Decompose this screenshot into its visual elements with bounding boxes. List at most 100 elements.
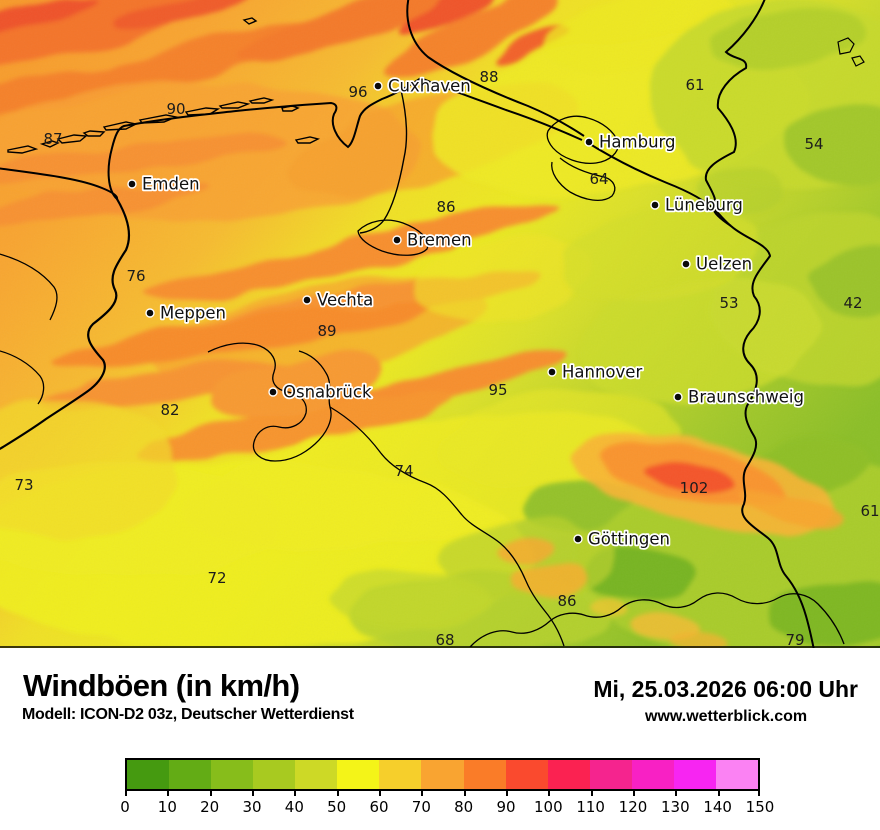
legend-color-cell [673,760,716,789]
gust-value-label: 89 [317,322,336,340]
legend-color-cell [715,760,758,789]
wind-gust-map: 87 90 96 88 61 54 64 86 76 53 42 89 95 82 74 73 102 72 86 6… [0,0,880,648]
city-marker: Bremen [392,229,473,251]
gust-value-label: 76 [126,267,145,285]
legend-tick-label: 150 [745,798,775,816]
legend-color-cell [379,760,422,789]
gust-value-label: 90 [166,100,185,118]
gust-value-label: 95 [488,381,507,399]
gust-value-label: 53 [719,294,738,312]
raster-grain-overlay [0,0,880,648]
legend-color-cell [253,760,296,789]
legend-tick-label: 110 [576,798,605,816]
city-marker: Hamburg [584,131,677,153]
legend-tick-mark [590,791,593,796]
city-label: Bremen [407,231,472,250]
legend-color-cell [631,760,674,789]
legend-tick-label: 120 [618,798,648,816]
gust-value-label: 68 [435,631,454,648]
legend-color-cell [127,760,170,789]
gust-value-label: 74 [394,462,413,480]
gust-value-label: 87 [43,130,62,148]
legend-tick-labels: 0 10 20 30 40 50 60 70 80 90 100 110 120 130 140 150 [120,791,774,817]
city-marker: Uelzen [681,253,754,275]
city-dot-icon [145,308,155,318]
legend-tick-label: 20 [200,798,220,816]
city-marker: Osnabrück [268,381,374,403]
city-marker: Braunschweig [673,386,806,408]
color-scale-legend: 0 10 20 30 40 50 60 70 80 90 100 110 120 130 140 150 [120,758,774,818]
legend-tick-label: 80 [454,798,474,816]
legend-tick-mark [758,791,760,796]
legend-tick-mark [717,791,720,796]
legend-color-cell [547,760,590,789]
legend-color-cell [421,760,464,789]
valid-datetime: Mi, 25.03.2026 06:00 Uhr [593,676,858,702]
city-marker: Emden [127,173,201,195]
legend-tick-mark [633,791,635,796]
city-marker: Hannover [547,361,644,383]
legend-color-bar [125,758,760,791]
city-label: Braunschweig [688,388,804,407]
legend-tick-label: 40 [284,798,304,816]
gust-value-label: 42 [843,294,862,312]
city-labels-layer: Cuxhaven Hamburg Emden Lüneburg Bremen Uelzen… [127,75,806,550]
city-dot-icon [584,137,594,147]
gust-value-label: 96 [348,83,367,101]
legend-tick-label: 130 [661,798,690,816]
map-title: Windböen (in km/h) [23,668,300,703]
legend-tick-label: 90 [496,798,516,816]
legend-tick-label: 60 [369,798,389,816]
map-canvas: 87 90 96 88 61 54 64 86 76 53 42 89 95 82 74 73 102 72 86 6… [0,0,880,648]
gust-value-label: 64 [589,170,608,188]
gust-values-layer: 87 90 96 88 61 54 64 86 76 53 42 89 95 82 74 73 102 72 86 6… [14,68,879,648]
gust-value-label: 86 [436,198,455,216]
legend-color-cell [337,760,380,789]
city-label: Uelzen [696,255,752,274]
gust-value-label: 82 [160,401,179,419]
city-dot-icon [268,387,278,397]
legend-tick-mark [252,791,254,796]
legend-tick-label: 50 [327,798,347,816]
city-dot-icon [681,259,691,269]
city-label: Göttingen [588,530,670,549]
city-dot-icon [673,392,683,402]
website-url: www.wetterblick.com [645,708,808,725]
gust-value-label: 73 [14,476,33,494]
legend-color-cell [211,760,254,789]
gust-value-label: 54 [804,135,823,153]
gust-value-label: 72 [207,569,226,587]
legend-tick-mark [463,791,466,796]
legend-tick-mark [421,791,424,796]
city-marker: Lüneburg [650,194,745,216]
city-marker: Vechta [302,289,375,311]
city-marker: Cuxhaven [373,75,472,97]
city-dot-icon [373,81,383,91]
gust-value-label: 86 [557,592,576,610]
gust-value-label: 102 [680,479,709,497]
legend-tick-mark [675,791,678,796]
legend-tick-label: 10 [157,798,177,816]
legend-tick-label: 70 [411,798,431,816]
legend-tick-mark [336,791,339,796]
legend-tick-mark [506,791,508,796]
legend-tick-label: 30 [242,798,262,816]
gust-value-label: 88 [479,68,498,86]
city-dot-icon [127,179,137,189]
city-label: Lüneburg [665,196,743,215]
legend-color-cell [295,760,338,789]
city-label: Emden [142,175,200,194]
legend-color-cell [505,760,548,789]
city-marker: Meppen [145,302,228,324]
legend-tick-mark [379,791,381,796]
legend-color-cell [589,760,632,789]
legend-tick-label: 140 [703,798,732,816]
legend-tick-label: 0 [120,798,130,816]
legend-tick-mark [125,791,127,796]
city-dot-icon [650,200,660,210]
model-info: Modell: ICON-D2 03z, Deutscher Wetterdie… [22,706,354,723]
legend-tick-label: 100 [534,798,563,816]
city-dot-icon [573,534,583,544]
legend-tick-mark [548,791,551,796]
